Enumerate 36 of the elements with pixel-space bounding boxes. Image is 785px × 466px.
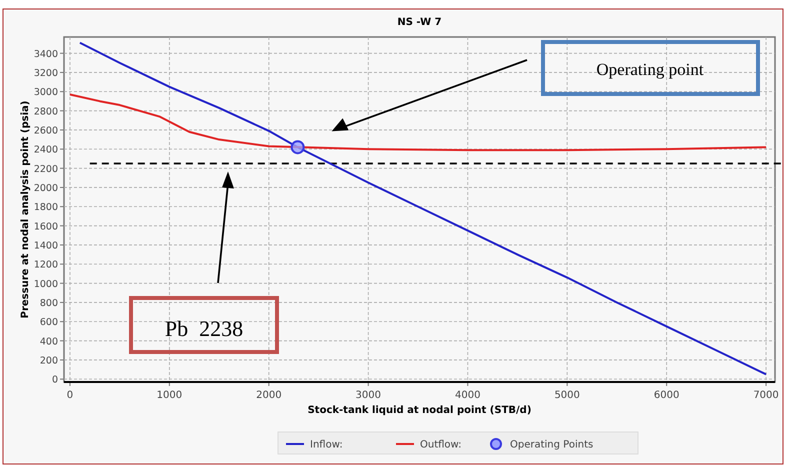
y-tick-label: 1000 [34,278,58,290]
y-tick-label: 200 [40,355,58,366]
y-tick-label: 3000 [34,87,58,98]
x-tick-label: 3000 [356,390,382,401]
y-tick-label: 1600 [34,221,58,232]
legend-label: Operating Points [510,440,594,450]
x-tick-label: 2000 [256,390,282,401]
y-tick-label: 2400 [34,144,58,156]
y-tick-label: 800 [40,298,58,309]
x-tick-label: 4000 [455,390,480,401]
x-tick-label: 5000 [554,390,580,401]
x-tick-label: 6000 [654,390,680,401]
x-tick-label: 0 [66,390,74,401]
y-tick-label: 400 [40,336,58,348]
line-series [68,94,768,152]
y-tick-label: 1400 [34,240,58,252]
y-tick-label: 1200 [34,260,58,271]
y-tick-label: 2800 [34,106,58,118]
y-tick-label: 0 [52,374,58,386]
annotation: Operating point [596,60,704,79]
y-tick-label: 1800 [34,202,58,214]
y-tick-label: 600 [40,317,58,328]
x-tick-label: 1000 [156,390,182,401]
y-tick-label: 2200 [34,164,58,175]
line-series [78,42,768,376]
y-tick-label: 3200 [34,68,58,79]
x-axis-title: Stock-tank liquid at nodal point (STB/d) [308,405,532,416]
y-axis-title: Pressure at nodal analysis point (psia) [20,100,31,318]
x-tick-label: 7000 [753,390,779,401]
annotation: Pb 2238 [164,316,244,341]
legend-label: Inflow: [310,440,343,450]
y-tick-label: 2600 [34,125,58,136]
legend-label: Outflow: [420,440,462,450]
chart-title: NS -W 7 [397,17,442,28]
y-tick-label: 3400 [34,48,58,60]
y-tick-label: 2000 [34,182,58,194]
